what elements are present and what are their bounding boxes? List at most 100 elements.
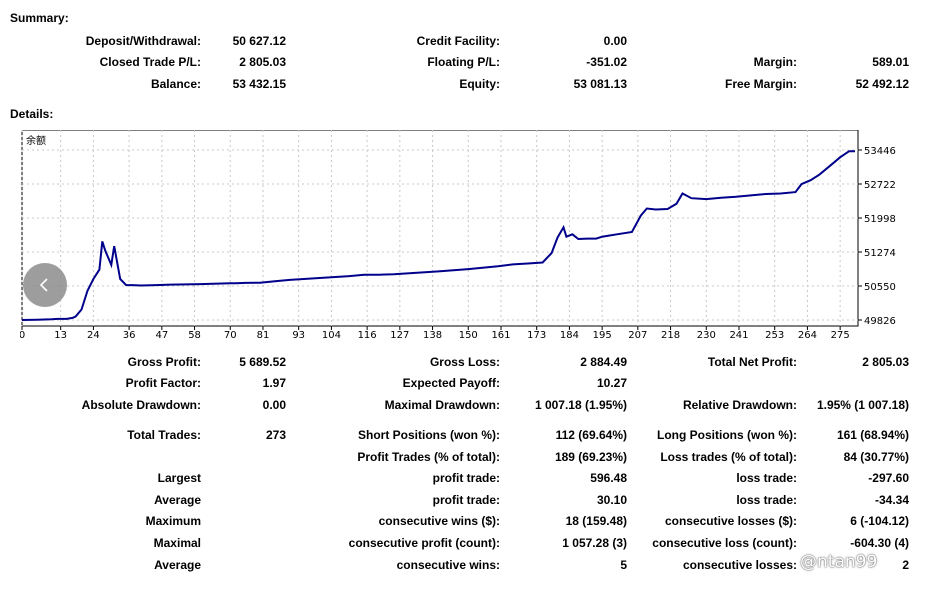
closed-pl-value: 2 805.03 bbox=[239, 55, 286, 69]
gross-loss-label: Gross Loss: bbox=[429, 355, 500, 369]
credit-label: Credit Facility: bbox=[416, 34, 500, 48]
x-tick-label: 195 bbox=[593, 330, 612, 341]
free-margin-value: 52 492.12 bbox=[855, 77, 909, 91]
max-drawdown-value: 1 007.18 (1.95%) bbox=[534, 398, 627, 412]
maximal-profit-label: consecutive profit (count): bbox=[348, 536, 500, 550]
balance-value: 53 432.15 bbox=[232, 77, 286, 91]
x-tick-label: 253 bbox=[765, 330, 784, 341]
x-tick-label: 70 bbox=[224, 330, 237, 341]
short-positions-label: Short Positions (won %): bbox=[358, 428, 500, 442]
x-tick-label: 241 bbox=[729, 330, 748, 341]
loss-trades-value: 84 (30.77%) bbox=[843, 450, 909, 464]
deposit-label: Deposit/Withdrawal: bbox=[85, 34, 201, 48]
x-tick-label: 116 bbox=[358, 330, 377, 341]
largest-loss-label: loss trade: bbox=[736, 471, 797, 485]
closed-pl-label: Closed Trade P/L: bbox=[99, 55, 201, 69]
profit-factor-label: Profit Factor: bbox=[125, 376, 201, 390]
equity-value: 53 081.13 bbox=[573, 77, 627, 91]
balance-label: Balance: bbox=[150, 77, 201, 91]
maximal-label: Maximal bbox=[153, 536, 201, 550]
long-positions-value: 161 (68.94%) bbox=[836, 428, 909, 442]
x-tick-label: 150 bbox=[459, 330, 478, 341]
chart-grid bbox=[21, 130, 858, 326]
y-tick-label: 51998 bbox=[864, 214, 896, 225]
average2-label: Average bbox=[154, 558, 201, 572]
expected-payoff-label: Expected Payoff: bbox=[402, 376, 500, 390]
x-tick-label: 264 bbox=[798, 330, 817, 341]
max-cons-losses-label: consecutive losses ($): bbox=[664, 514, 797, 528]
max-cons-wins-value: 18 (159.48) bbox=[565, 514, 627, 528]
avg-profit-value: 30.10 bbox=[596, 493, 627, 507]
gross-profit-value: 5 689.52 bbox=[239, 355, 286, 369]
deposit-value: 50 627.12 bbox=[232, 34, 286, 48]
avg-loss-label: loss trade: bbox=[736, 493, 797, 507]
chart-plot-frame bbox=[21, 130, 859, 327]
total-net-label: Total Net Profit: bbox=[707, 355, 797, 369]
x-tick-label: 81 bbox=[257, 330, 270, 341]
y-tick-label: 50550 bbox=[864, 282, 896, 293]
watermark: @ntan99 bbox=[800, 552, 878, 572]
maximal-loss-value: -604.30 (4) bbox=[850, 536, 909, 550]
balance-line bbox=[21, 150, 855, 321]
loss-trades-label: Loss trades (% of total): bbox=[660, 450, 797, 464]
x-tick-label: 13 bbox=[54, 330, 67, 341]
floating-pl-label: Floating P/L: bbox=[427, 55, 500, 69]
max-drawdown-label: Maximal Drawdown: bbox=[384, 398, 500, 412]
x-tick-label: 104 bbox=[322, 330, 341, 341]
rel-drawdown-value: 1.95% (1 007.18) bbox=[816, 398, 909, 412]
avg-cons-losses-label: consecutive losses: bbox=[682, 558, 797, 572]
margin-value: 589.01 bbox=[872, 55, 909, 69]
maximal-profit-value: 1 057.28 (3) bbox=[562, 536, 627, 550]
long-positions-label: Long Positions (won %): bbox=[657, 428, 797, 442]
maximum-label: Maximum bbox=[145, 514, 201, 528]
x-tick-label: 161 bbox=[491, 330, 510, 341]
x-tick-label: 275 bbox=[831, 330, 850, 341]
x-tick-label: 127 bbox=[390, 330, 409, 341]
short-positions-value: 112 (69.64%) bbox=[555, 428, 627, 442]
x-tick-label: 58 bbox=[188, 330, 201, 341]
y-tick-label: 49826 bbox=[864, 316, 896, 327]
credit-value: 0.00 bbox=[603, 34, 627, 48]
avg-profit-label: profit trade: bbox=[432, 493, 500, 507]
average-label: Average bbox=[154, 493, 201, 507]
x-tick-label: 93 bbox=[292, 330, 305, 341]
floating-pl-value: -351.02 bbox=[586, 55, 627, 69]
x-tick-label: 24 bbox=[87, 330, 100, 341]
expected-payoff-value: 10.27 bbox=[596, 376, 627, 390]
x-tick-label: 207 bbox=[628, 330, 647, 341]
y-tick-label: 51274 bbox=[864, 248, 896, 259]
x-tick-label: 218 bbox=[661, 330, 680, 341]
x-tick-label: 230 bbox=[697, 330, 716, 341]
profit-factor-value: 1.97 bbox=[262, 376, 286, 390]
maximal-loss-label: consecutive loss (count): bbox=[652, 536, 797, 550]
abs-drawdown-value: 0.00 bbox=[262, 398, 286, 412]
x-tick-label: 184 bbox=[560, 330, 579, 341]
avg-cons-wins-label: consecutive wins: bbox=[396, 558, 500, 572]
largest-profit-value: 596.48 bbox=[590, 471, 627, 485]
y-tick-label: 52722 bbox=[864, 180, 896, 191]
x-tick-label: 173 bbox=[527, 330, 546, 341]
x-tick-label: 36 bbox=[123, 330, 136, 341]
free-margin-label: Free Margin: bbox=[724, 77, 797, 91]
rel-drawdown-label: Relative Drawdown: bbox=[682, 398, 797, 412]
avg-cons-wins-value: 5 bbox=[620, 558, 627, 572]
balance-chart: 0 13 24 36 47 58 70 81 93 104 116 127 138 150 161 173 18… bbox=[20, 130, 896, 341]
largest-profit-label: profit trade: bbox=[432, 471, 500, 485]
margin-label: Margin: bbox=[753, 55, 797, 69]
max-cons-wins-label: consecutive wins ($): bbox=[378, 514, 500, 528]
chart-x-ticks: 0 13 24 36 47 58 70 81 93 104 116 127 138 150 161 173 18… bbox=[20, 326, 850, 341]
gross-profit-label: Gross Profit: bbox=[127, 355, 201, 369]
equity-label: Equity: bbox=[459, 77, 500, 91]
total-trades-label: Total Trades: bbox=[127, 428, 201, 442]
x-tick-label: 138 bbox=[423, 330, 442, 341]
chevron-left-icon bbox=[39, 278, 48, 292]
avg-cons-losses-value: 2 bbox=[902, 558, 909, 572]
back-button[interactable] bbox=[23, 263, 67, 307]
total-net-value: 2 805.03 bbox=[862, 355, 909, 369]
abs-drawdown-label: Absolute Drawdown: bbox=[81, 398, 201, 412]
summary-title: Summary: bbox=[10, 11, 69, 25]
gross-loss-value: 2 884.49 bbox=[580, 355, 627, 369]
y-tick-label: 53446 bbox=[864, 146, 896, 157]
profit-trades-label: Profit Trades (% of total): bbox=[357, 450, 500, 464]
profit-trades-value: 189 (69.23%) bbox=[554, 450, 627, 464]
